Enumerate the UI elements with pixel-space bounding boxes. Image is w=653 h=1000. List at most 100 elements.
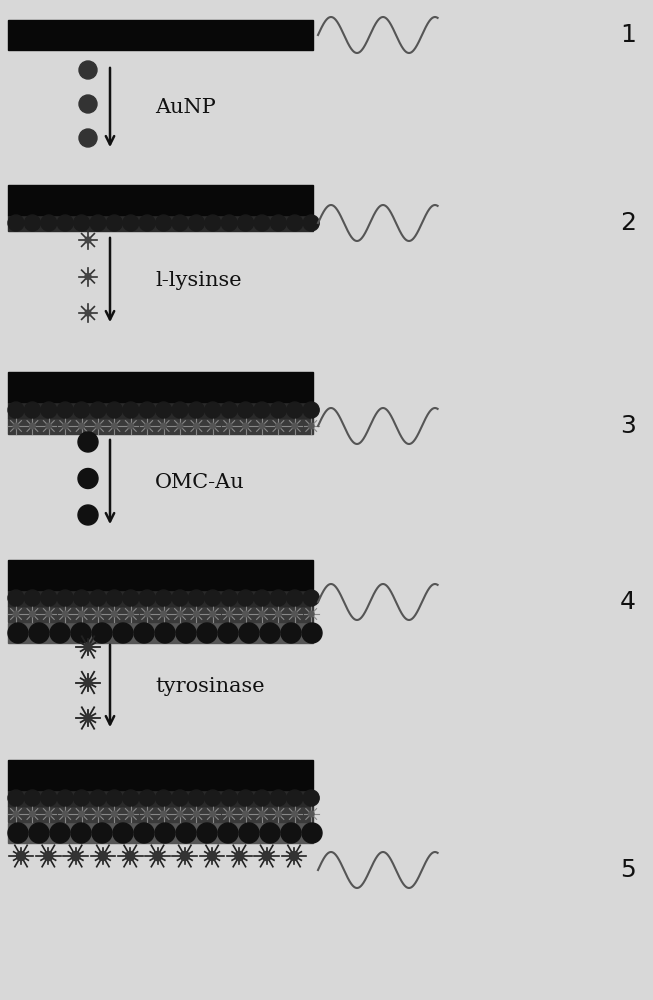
Circle shape [177, 423, 183, 429]
Circle shape [24, 590, 40, 606]
Circle shape [106, 790, 122, 806]
Circle shape [205, 790, 221, 806]
Circle shape [8, 623, 28, 643]
Circle shape [90, 790, 106, 806]
Bar [8, 418, 313, 434]
Circle shape [8, 790, 24, 806]
Circle shape [161, 811, 167, 817]
Circle shape [84, 679, 92, 686]
Circle shape [85, 237, 91, 243]
Circle shape [57, 402, 73, 418]
Circle shape [57, 590, 73, 606]
Circle shape [90, 402, 106, 418]
Circle shape [46, 811, 52, 817]
Circle shape [180, 851, 189, 861]
Circle shape [276, 811, 281, 817]
Circle shape [308, 423, 314, 429]
Circle shape [221, 402, 237, 418]
Bar [8, 623, 313, 643]
Circle shape [79, 61, 97, 79]
Circle shape [270, 402, 287, 418]
Circle shape [90, 590, 106, 606]
Circle shape [134, 823, 154, 843]
Circle shape [74, 790, 89, 806]
Circle shape [123, 402, 139, 418]
Circle shape [46, 611, 52, 617]
Circle shape [144, 423, 150, 429]
Text: OMC-Au: OMC-Au [155, 473, 245, 491]
Circle shape [270, 790, 287, 806]
Circle shape [189, 790, 204, 806]
Circle shape [44, 851, 53, 861]
Circle shape [172, 215, 188, 231]
Circle shape [193, 423, 199, 429]
Circle shape [112, 611, 117, 617]
Circle shape [155, 215, 172, 231]
Circle shape [227, 811, 232, 817]
Circle shape [40, 790, 57, 806]
Circle shape [155, 790, 172, 806]
Circle shape [128, 423, 134, 429]
Circle shape [95, 423, 101, 429]
Text: l-lysinse: l-lysinse [155, 270, 242, 290]
Circle shape [13, 611, 19, 617]
Circle shape [238, 590, 253, 606]
Circle shape [197, 623, 217, 643]
Circle shape [106, 215, 122, 231]
Circle shape [161, 611, 167, 617]
Circle shape [259, 811, 265, 817]
Circle shape [79, 129, 97, 147]
Circle shape [292, 811, 298, 817]
Circle shape [243, 423, 248, 429]
Circle shape [78, 432, 98, 452]
Circle shape [308, 611, 314, 617]
Circle shape [177, 611, 183, 617]
Text: 2: 2 [620, 211, 636, 235]
Circle shape [276, 423, 281, 429]
Circle shape [85, 310, 91, 316]
Circle shape [144, 811, 150, 817]
Circle shape [221, 790, 237, 806]
Circle shape [92, 623, 112, 643]
Circle shape [176, 823, 196, 843]
Circle shape [134, 623, 154, 643]
Bar [8, 806, 313, 822]
Circle shape [292, 423, 298, 429]
Text: tyrosinase: tyrosinase [155, 676, 264, 696]
Circle shape [95, 611, 101, 617]
Circle shape [29, 423, 35, 429]
Circle shape [155, 402, 172, 418]
Circle shape [71, 851, 80, 861]
Bar [8, 560, 313, 590]
Circle shape [270, 590, 287, 606]
Circle shape [287, 790, 303, 806]
Circle shape [197, 823, 217, 843]
Circle shape [71, 623, 91, 643]
Bar [8, 185, 313, 215]
Circle shape [205, 590, 221, 606]
Circle shape [74, 402, 89, 418]
Circle shape [262, 851, 271, 861]
Circle shape [29, 611, 35, 617]
Circle shape [155, 823, 175, 843]
Text: AuNP: AuNP [155, 98, 215, 117]
Circle shape [128, 811, 134, 817]
Circle shape [85, 273, 91, 279]
Circle shape [189, 215, 204, 231]
Circle shape [189, 402, 204, 418]
Circle shape [63, 423, 68, 429]
Circle shape [208, 851, 217, 861]
Circle shape [227, 423, 232, 429]
Circle shape [218, 623, 238, 643]
Bar [8, 760, 313, 790]
Circle shape [13, 423, 19, 429]
Circle shape [287, 215, 303, 231]
Circle shape [210, 611, 215, 617]
Circle shape [123, 590, 139, 606]
Circle shape [172, 402, 188, 418]
Circle shape [24, 402, 40, 418]
Circle shape [189, 590, 204, 606]
Circle shape [78, 468, 98, 488]
Circle shape [95, 811, 101, 817]
Circle shape [210, 423, 215, 429]
